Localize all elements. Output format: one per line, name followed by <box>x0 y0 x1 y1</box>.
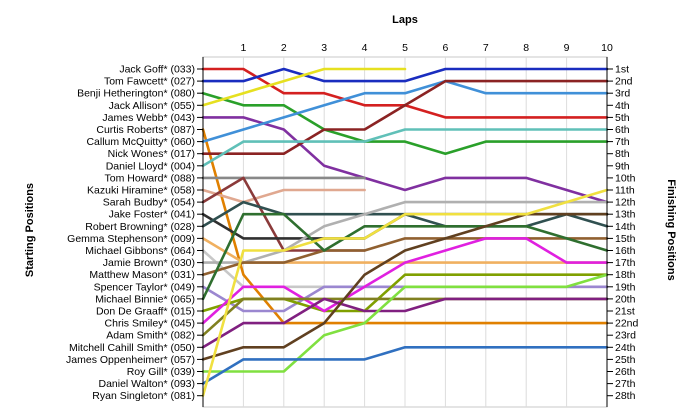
series-line <box>201 297 609 349</box>
lap-tick-label: 7 <box>483 42 489 54</box>
series-line <box>201 345 609 385</box>
finishing-position-label: 17th <box>615 257 636 269</box>
lap-tick-label: 10 <box>601 42 613 54</box>
finishing-position-label: 9th <box>615 160 630 172</box>
starting-position-label: Roy Gill* (039) <box>127 366 195 378</box>
finishing-position-label: 25th <box>615 354 636 366</box>
starting-position-label: Jack Goff* (033) <box>119 64 195 76</box>
series-line <box>201 67 609 83</box>
series-line <box>201 237 609 277</box>
lap-tick-label: 5 <box>402 42 408 54</box>
series-line <box>201 116 609 204</box>
finishing-position-label: 16th <box>615 245 636 257</box>
finishing-position-label: 5th <box>615 112 630 124</box>
finishing-position-label: 4th <box>615 100 630 112</box>
finishing-position-label: 12th <box>615 197 636 209</box>
starting-position-label: Sarah Budby* (054) <box>103 197 195 209</box>
finishing-position-label: 26th <box>615 366 636 378</box>
starting-position-label: Callum McQuitty* (060) <box>86 136 195 148</box>
finishing-position-label: 3rd <box>615 88 630 100</box>
series-line <box>201 200 609 264</box>
finishing-position-label: 10th <box>615 172 636 184</box>
series-line <box>201 79 609 155</box>
starting-position-label: Spencer Taylor* (049) <box>94 281 195 293</box>
finishing-position-label: 23rd <box>615 330 636 342</box>
starting-position-label: Jamie Brown* (030) <box>103 257 195 269</box>
starting-position-label: Benji Hetherington* (080) <box>77 88 195 100</box>
starting-position-label: James Webb* (043) <box>102 112 195 124</box>
lap-tick-label: 3 <box>321 42 327 54</box>
grid <box>242 57 608 407</box>
starting-position-label: Don De Graaff* (015) <box>96 306 195 318</box>
starting-position-label: Adam Smith* (082) <box>106 330 195 342</box>
finishing-position-label: 8th <box>615 148 630 160</box>
starting-position-label: Curtis Roberts* (087) <box>96 124 195 136</box>
chart-title: Laps <box>392 14 418 26</box>
lap-tick-label: 1 <box>240 42 246 54</box>
starting-position-label: Chris Smiley* (045) <box>105 318 195 330</box>
series-line <box>201 273 609 373</box>
series-line <box>201 188 366 204</box>
finishing-position-label: 13th <box>615 209 636 221</box>
lap-tick-label: 8 <box>523 42 529 54</box>
starting-position-label: Michael Gibbons* (064) <box>85 245 195 257</box>
series-line <box>201 91 609 155</box>
lap-tick-label: 6 <box>442 42 448 54</box>
starting-position-label: Robert Browning* (028) <box>85 221 195 233</box>
starting-position-label: Matthew Mason* (031) <box>89 269 195 281</box>
finishing-position-label: 21st <box>615 306 635 318</box>
finishing-position-label: 2nd <box>615 76 633 88</box>
starting-position-label: Gemma Stephenson* (009) <box>67 233 195 245</box>
finishing-position-label: 6th <box>615 124 630 136</box>
series-line <box>201 212 609 301</box>
finishing-position-label: 14th <box>615 221 636 233</box>
right-axis-title: Finishing Positions <box>665 179 677 280</box>
series-line <box>201 67 407 107</box>
finishing-position-label: 24th <box>615 342 636 354</box>
starting-position-label: Kazuki Hiramine* (058) <box>87 185 195 197</box>
series-line <box>201 79 609 143</box>
series-lines <box>201 67 609 398</box>
starting-position-label: Jack Allison* (055) <box>109 100 195 112</box>
finishing-position-label: 1st <box>615 64 629 76</box>
starting-position-label: Ryan Singleton* (081) <box>92 390 195 402</box>
series-line <box>201 212 609 361</box>
series-line <box>201 237 609 325</box>
starting-position-label: Daniel Lloyd* (004) <box>106 160 195 172</box>
series-line <box>201 188 609 398</box>
starting-position-label: Tom Howard* (088) <box>105 172 195 184</box>
axes: 1 2 3 4 5 6 7 8 9 10 Jack Goff* (033)Tom Fawcett* … <box>66 42 639 407</box>
left-axis-title: Starting Positions <box>24 183 36 277</box>
starting-position-label: James Oppenheimer* (057) <box>66 354 195 366</box>
starting-position-label: Mitchell Cahill Smith* (050) <box>69 342 195 354</box>
finishing-position-label: 19th <box>615 281 636 293</box>
lap-tick-label: 2 <box>281 42 287 54</box>
lap-tick-label: 9 <box>564 42 570 54</box>
starting-position-label: Michael Binnie* (065) <box>95 293 195 305</box>
finishing-position-label: 18th <box>615 269 636 281</box>
series-line <box>201 128 609 325</box>
series-line <box>201 128 609 168</box>
starting-position-label: Nick Wones* (017) <box>108 148 195 160</box>
starting-position-label: Tom Fawcett* (027) <box>104 76 195 88</box>
finishing-position-label: 27th <box>615 378 636 390</box>
finishing-position-label: 7th <box>615 136 630 148</box>
finishing-position-label: 22nd <box>615 318 639 330</box>
starting-position-label: Jake Foster* (041) <box>109 209 195 221</box>
finishing-position-label: 11th <box>615 185 635 197</box>
starting-position-label: Daniel Walton* (093) <box>99 378 196 390</box>
finishing-position-label: 28th <box>615 390 636 402</box>
finishing-position-label: 15th <box>615 233 636 245</box>
finishing-position-label: 20th <box>615 293 636 305</box>
lap-tick-label: 4 <box>362 42 368 54</box>
